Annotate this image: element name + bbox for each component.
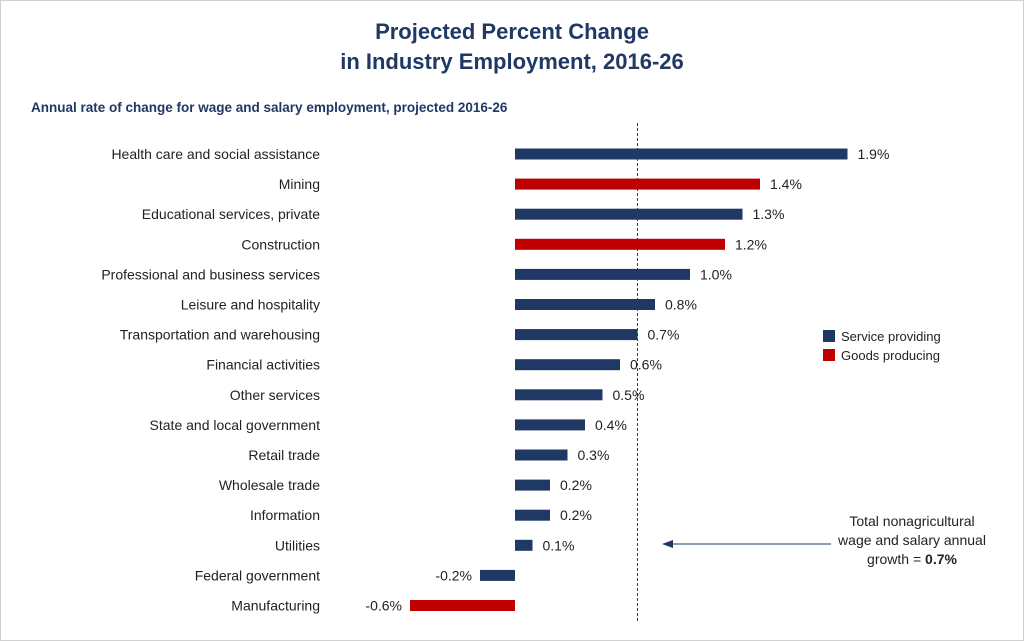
chart-title: Projected Percent Change in Industry Emp… <box>1 17 1023 77</box>
value-label: 0.3% <box>578 447 610 463</box>
bar-leisure-and-hospitality <box>515 299 655 310</box>
bar-professional-and-business-services <box>515 268 690 280</box>
annotation-arrow-head <box>662 540 673 548</box>
bar-wholesale-trade <box>515 479 550 491</box>
annotation-line-3: growth = 0.7% <box>867 551 957 567</box>
value-label: 1.9% <box>858 146 890 162</box>
annotation-prefix: growth = <box>867 551 925 567</box>
category-label: Wholesale trade <box>219 477 320 493</box>
category-label: Health care and social assistance <box>111 146 320 162</box>
legend-swatch-goods <box>823 349 835 361</box>
category-label: Professional and business services <box>101 266 320 282</box>
bar-financial-activities <box>515 359 620 371</box>
bar-utilities <box>515 539 533 551</box>
value-label: 0.2% <box>560 507 592 523</box>
category-label: State and local government <box>150 417 321 433</box>
bar-retail-trade <box>515 449 568 461</box>
legend-entry-goods: Goods producing <box>841 348 940 363</box>
legend-swatch-service <box>823 330 835 342</box>
value-label: 0.5% <box>613 387 645 403</box>
value-label: -0.2% <box>435 567 472 583</box>
category-label: Leisure and hospitality <box>181 297 320 313</box>
bar-construction <box>515 238 725 250</box>
category-label: Transportation and warehousing <box>120 327 320 343</box>
chart-title-line-2: in Industry Employment, 2016-26 <box>340 49 684 74</box>
category-label: Manufacturing <box>231 598 320 614</box>
category-label: Other services <box>230 387 320 403</box>
value-label: 1.2% <box>735 236 767 252</box>
bar-information <box>515 509 550 521</box>
category-label: Retail trade <box>248 447 320 463</box>
category-label: Federal government <box>195 567 320 583</box>
bar-other-services <box>515 389 603 401</box>
value-label: 0.2% <box>560 477 592 493</box>
bar-state-and-local-government <box>515 419 585 431</box>
labels-layer: Health care and social assistance 1.9% Min… <box>101 146 889 614</box>
value-label: 0.6% <box>630 357 662 373</box>
bar-educational-services-private <box>515 208 743 220</box>
value-label: 0.1% <box>543 537 575 553</box>
category-label: Financial activities <box>206 357 320 373</box>
annotation-line-1: Total nonagricultural <box>849 513 974 529</box>
category-label: Information <box>250 507 320 523</box>
annotation: Total nonagricultural wage and salary ann… <box>662 513 986 567</box>
bar-health-care-and-social-assistance <box>515 148 848 160</box>
annotation-line-2: wage and salary annual <box>837 532 986 548</box>
bars-layer <box>410 148 848 611</box>
annotation-value: 0.7% <box>925 551 957 567</box>
value-label: 0.7% <box>648 327 680 343</box>
value-label: 1.0% <box>700 266 732 282</box>
value-label: 1.4% <box>770 176 802 192</box>
value-label: 0.4% <box>595 417 627 433</box>
bar-federal-government <box>480 569 515 581</box>
bar-manufacturing <box>410 600 515 611</box>
chart-subtitle: Annual rate of change for wage and salar… <box>31 100 508 115</box>
value-label: 1.3% <box>753 206 785 222</box>
bar-transportation-and-warehousing <box>515 329 638 341</box>
category-label: Educational services, private <box>142 206 320 222</box>
legend-entry-service: Service providing <box>841 329 941 344</box>
legend: Service providing Goods producing <box>823 329 941 363</box>
category-label: Construction <box>241 236 320 252</box>
chart-title-line-1: Projected Percent Change <box>375 19 649 44</box>
category-label: Mining <box>279 176 320 192</box>
value-label: 0.8% <box>665 297 697 313</box>
category-label: Utilities <box>275 537 320 553</box>
value-label: -0.6% <box>365 598 402 614</box>
